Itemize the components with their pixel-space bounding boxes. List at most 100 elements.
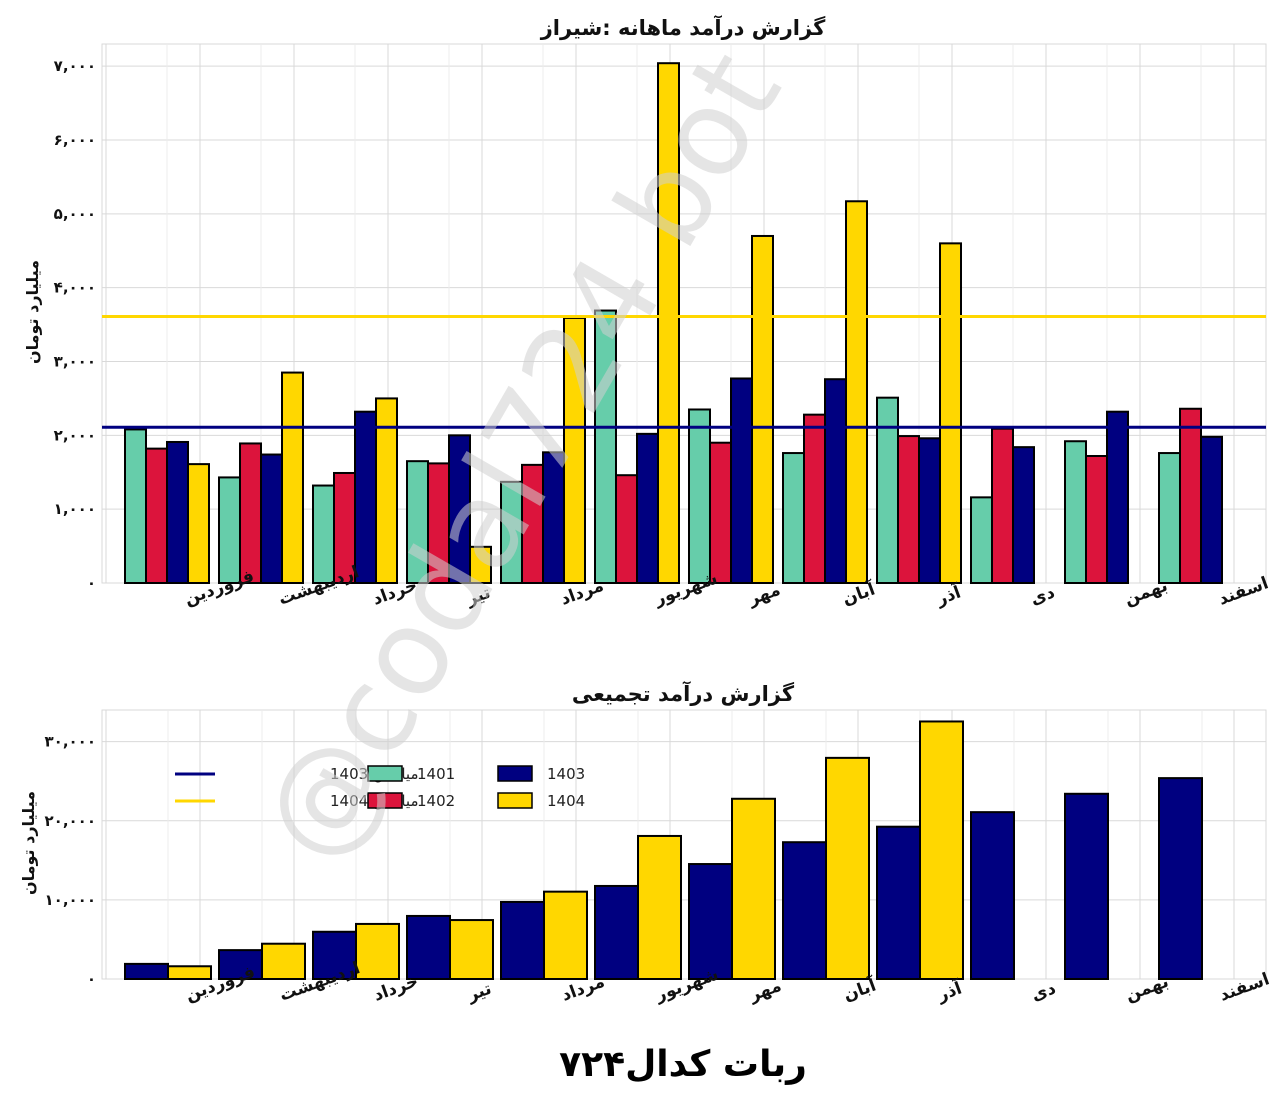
- legend-box-swatch: [497, 792, 533, 809]
- monthly-bar-1402: [145, 447, 168, 584]
- cumulative-x-tick-label: تیر: [464, 979, 494, 1006]
- cumulative-y-axis-label: میلیارد تومان: [19, 791, 38, 895]
- legend-box-label: 1402: [417, 792, 455, 810]
- monthly-x-tick-label: بهمن: [1122, 576, 1170, 610]
- cumulative-y-tick-label: ۲۰,۰۰۰: [45, 812, 96, 830]
- monthly-bar-1403: [1012, 446, 1035, 584]
- cumulative-bar-1404: [637, 834, 682, 981]
- monthly-bar-1403: [448, 434, 471, 584]
- monthly-y-tick-label: ۶,۰۰۰: [54, 131, 96, 149]
- monthly-x-tick-label: دی: [1028, 582, 1058, 609]
- cumulative-bar-1403: [124, 962, 169, 981]
- legend-box-swatch: [367, 765, 403, 782]
- monthly-bar-1402: [897, 435, 920, 584]
- monthly-bar-1403: [918, 437, 941, 584]
- monthly-y-tick-label: ۱,۰۰۰: [54, 500, 96, 518]
- cumulative-y-ticks: ۰ ۱۰,۰۰۰ ۲۰,۰۰۰ ۳۰,۰۰۰: [45, 733, 96, 988]
- cumulative-bar-1403: [782, 841, 827, 980]
- monthly-y-tick-label: ۵,۰۰۰: [54, 205, 96, 223]
- monthly-bar-1402: [615, 474, 638, 585]
- monthly-bar-1401: [124, 428, 147, 584]
- monthly-bar-1404: [751, 234, 774, 584]
- footer-title: ربات کدال۷۲۴: [559, 1044, 807, 1085]
- monthly-y-tick-label: ۴,۰۰۰: [54, 279, 96, 297]
- cumulative-x-tick-label: بهمن: [1123, 972, 1171, 1006]
- monthly-bar-1404: [939, 242, 962, 584]
- monthly-bar-1402: [803, 413, 826, 584]
- monthly-bar-1402: [709, 441, 732, 585]
- monthly-bar-1401: [218, 476, 241, 584]
- monthly-bar-1401: [782, 452, 805, 584]
- cumulative-bar-1404: [167, 965, 212, 981]
- monthly-bar-1404: [187, 463, 210, 585]
- monthly-x-tick-label: اسفند: [1216, 573, 1271, 609]
- monthly-y-axis-label: میلیارد تومان: [23, 260, 42, 364]
- monthly-bar-1404: [375, 397, 398, 584]
- monthly-x-tick-label: آذر: [932, 580, 964, 610]
- cumulative-bar-1403: [1064, 792, 1109, 980]
- monthly-bar-1401: [312, 484, 335, 584]
- monthly-bar-1403: [730, 377, 753, 584]
- monthly-bar-1403: [166, 440, 189, 584]
- monthly-bar-1402: [1179, 407, 1202, 585]
- cumulative-bar-1403: [688, 863, 733, 980]
- cumulative-bar-1404: [731, 797, 776, 981]
- legend-box-label: 1403: [547, 765, 585, 783]
- monthly-bar-1404: [657, 62, 680, 584]
- cumulative-bar-1403: [500, 900, 545, 980]
- monthly-y-tick-label: ۲,۰۰۰: [54, 426, 96, 444]
- cumulative-x-tick-label: اسفند: [1217, 969, 1272, 1005]
- monthly-y-tick-label: ۷,۰۰۰: [54, 57, 96, 75]
- cumulative-bars: [124, 720, 1203, 981]
- monthly-bar-1403: [354, 410, 377, 584]
- monthly-bar-1402: [1085, 455, 1108, 585]
- cumulative-bar-1404: [261, 942, 306, 980]
- monthly-bar-1404: [469, 545, 492, 585]
- monthly-bar-1403: [824, 378, 847, 584]
- cumulative-y-tick-label: ۱۰,۰۰۰: [45, 891, 96, 909]
- cumulative-y-tick-label: ۳۰,۰۰۰: [45, 733, 96, 751]
- legend-box-swatch: [367, 792, 403, 809]
- monthly-bar-1402: [239, 442, 262, 584]
- monthly-average-lines: [102, 314, 1266, 429]
- monthly-x-tick-label: مهر: [745, 580, 783, 610]
- monthly-y-tick-label: ۳,۰۰۰: [54, 352, 96, 370]
- monthly-bar-1404: [281, 371, 304, 584]
- cumulative-x-tick-label: مهر: [746, 976, 784, 1006]
- cumulative-bar-1404: [919, 720, 964, 980]
- cumulative-bar-1404: [355, 922, 400, 981]
- monthly-y-ticks: ۰ ۱,۰۰۰ ۲,۰۰۰ ۳,۰۰۰ ۴,۰۰۰ ۵,۰۰۰ ۶,۰۰۰ ۷,۰۰۰: [54, 57, 96, 592]
- monthly-chart-title: گزارش درآمد ماهانه :شیراز: [540, 15, 826, 40]
- monthly-y-tick-label: ۰: [87, 574, 96, 592]
- monthly-bars: [124, 62, 1223, 585]
- monthly-bar-1403: [260, 453, 283, 584]
- cumulative-bar-1403: [1158, 777, 1203, 980]
- cumulative-bar-1404: [449, 919, 494, 981]
- monthly-bar-1401: [876, 396, 899, 584]
- cumulative-bar-1404: [543, 890, 588, 980]
- cumulative-chart-title: گزارش درآمد تجمیعی: [572, 681, 795, 706]
- cumulative-bar-1404: [825, 756, 870, 980]
- cumulative-bar-1403: [406, 914, 451, 981]
- monthly-bar-1401: [594, 309, 617, 584]
- cumulative-x-tick-label: دی: [1029, 978, 1059, 1005]
- monthly-bar-1401: [1064, 440, 1087, 585]
- monthly-bar-1401: [970, 496, 993, 584]
- cumulative-bar-1403: [876, 825, 921, 981]
- monthly-bar-1402: [991, 427, 1014, 584]
- cumulative-bar-1403: [970, 811, 1015, 980]
- monthly-bar-1401: [1158, 452, 1181, 584]
- monthly-bar-1403: [1106, 410, 1129, 584]
- cumulative-y-tick-label: ۰: [87, 970, 96, 988]
- legend-box-label: 1404: [547, 792, 585, 810]
- legend-box-label: 1401: [417, 765, 455, 783]
- monthly-bar-1403: [1200, 435, 1223, 584]
- legend-box-swatch: [497, 765, 533, 782]
- monthly-bar-1404: [845, 200, 868, 584]
- cumulative-bar-1403: [594, 884, 639, 980]
- monthly-bar-1403: [636, 432, 659, 584]
